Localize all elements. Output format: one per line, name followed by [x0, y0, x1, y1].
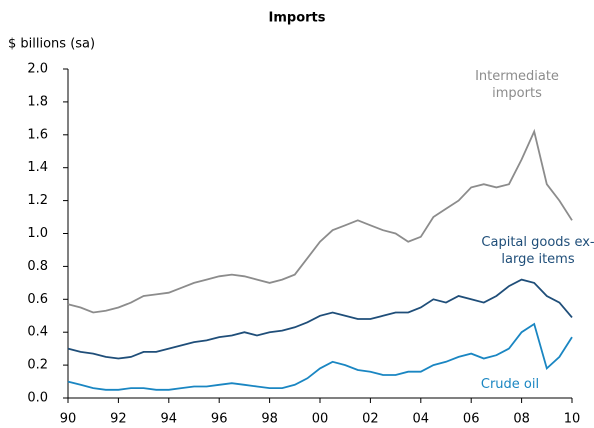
y-tick-label: 1.8: [27, 94, 48, 109]
series-label: Capital goods ex-large items: [481, 235, 594, 267]
x-tick-label: 04: [413, 412, 430, 427]
y-tick-label: 0.2: [27, 358, 48, 373]
series-label: Crude oil: [480, 377, 540, 392]
x-tick-label: 92: [110, 412, 127, 427]
x-tick-label: 98: [261, 412, 278, 427]
x-tick-label: 00: [312, 412, 329, 427]
y-tick-label: 1.6: [27, 127, 48, 142]
series-line: [67, 278, 573, 360]
series-line: [67, 128, 573, 314]
chart-title: Imports: [269, 11, 326, 26]
y-tick-label: 0.0: [27, 391, 48, 406]
y-tick-label: 2.0: [27, 62, 48, 77]
series-label: Intermediate imports: [475, 69, 559, 101]
y-tick-label: 1.0: [27, 226, 48, 241]
x-tick-label: 96: [211, 412, 228, 427]
x-tick-label: 90: [60, 412, 77, 427]
y-tick-label: 1.2: [27, 193, 48, 208]
x-tick-label: 10: [564, 412, 581, 427]
x-tick-label: 94: [161, 412, 178, 427]
y-axis-label: $ billions (sa): [8, 37, 95, 52]
y-tick-label: 0.4: [27, 325, 48, 340]
series-line: [67, 322, 573, 391]
y-tick-label: 0.6: [27, 292, 48, 307]
y-tick-label: 0.8: [27, 259, 48, 274]
x-tick-label: 06: [463, 412, 480, 427]
x-tick-label: 02: [362, 412, 379, 427]
x-tick-label: 08: [513, 412, 530, 427]
y-tick-label: 1.4: [27, 160, 48, 175]
